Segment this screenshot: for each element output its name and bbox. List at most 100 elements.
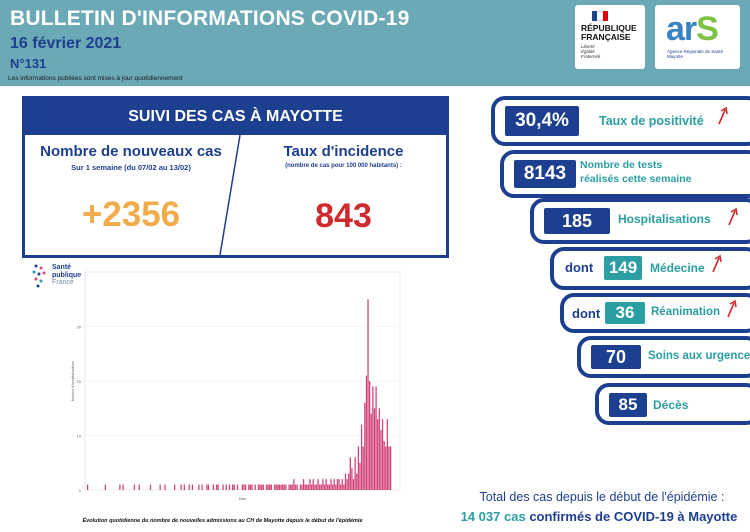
admission-bar bbox=[323, 484, 326, 490]
admission-bar bbox=[381, 419, 384, 490]
admission-bar bbox=[198, 484, 200, 490]
admission-bar bbox=[320, 484, 322, 490]
admission-bar bbox=[222, 484, 224, 490]
admission-bar bbox=[354, 457, 356, 490]
admission-bar bbox=[296, 484, 298, 490]
admission-bar bbox=[380, 430, 382, 490]
admission-bar bbox=[299, 484, 301, 490]
deces-label: Décès bbox=[653, 398, 689, 412]
admission-bar bbox=[362, 446, 364, 490]
admission-bar bbox=[290, 484, 292, 490]
reanimation-label: Réanimation bbox=[651, 306, 721, 318]
admission-bar bbox=[352, 479, 355, 490]
admission-bar bbox=[315, 484, 318, 490]
admission-bar bbox=[233, 484, 235, 490]
positivity-label: Taux de positivité bbox=[599, 114, 704, 128]
admission-bar bbox=[236, 484, 239, 490]
admission-bar bbox=[270, 484, 272, 490]
french-flag-icon bbox=[592, 11, 608, 21]
admission-bar bbox=[293, 479, 295, 490]
admission-bar bbox=[385, 446, 387, 490]
incidence-title: Taux d'incidence bbox=[283, 143, 404, 160]
hospitalisations-value: 185 bbox=[544, 208, 610, 234]
admission-bar bbox=[294, 484, 297, 490]
admission-bar bbox=[248, 484, 250, 490]
admission-bar bbox=[212, 484, 214, 490]
admission-bar bbox=[357, 446, 360, 490]
admission-bar bbox=[378, 408, 380, 490]
total-cases-line: 14 037 cas confirmés de COVID-19 à Mayot… bbox=[448, 509, 750, 524]
admission-bar bbox=[386, 419, 389, 490]
republique-francaise-logo: RÉPUBLIQUE FRANÇAISE Liberté Égalité Frater… bbox=[575, 5, 645, 69]
admission-bar bbox=[344, 473, 347, 490]
ars-subtitle: Agence Régionale de Santé Mayotte bbox=[667, 49, 724, 59]
admission-bar bbox=[280, 484, 282, 490]
admission-bar bbox=[302, 479, 305, 490]
admission-bar bbox=[180, 484, 182, 490]
admission-bar bbox=[322, 479, 324, 490]
admission-bar bbox=[174, 484, 176, 490]
admission-bar bbox=[201, 484, 203, 490]
admission-bar bbox=[360, 424, 363, 490]
admission-bar bbox=[339, 484, 342, 490]
header-banner: BULLETIN D'INFORMATIONS COVID-19 16 févr… bbox=[0, 0, 750, 86]
bulletin-number: N°131 bbox=[10, 56, 47, 71]
y-tick-label: 10 bbox=[77, 434, 82, 439]
chart-caption: Évolution quotidienne du nombre de nouve… bbox=[82, 518, 363, 524]
sante-publique-france-logo: Santé publique France bbox=[30, 262, 90, 292]
urgences-label: Soins aux urgences bbox=[648, 350, 750, 362]
admission-bar bbox=[309, 479, 311, 490]
admission-bar bbox=[285, 484, 287, 490]
spf-name: Santé publique France bbox=[52, 264, 82, 286]
admission-bar bbox=[254, 484, 256, 490]
admission-bar bbox=[138, 484, 140, 490]
admission-bar bbox=[336, 479, 339, 490]
admission-bar bbox=[133, 484, 136, 490]
positivity-card: 30,4% Taux de positivité bbox=[491, 96, 750, 146]
admission-bar bbox=[314, 484, 316, 490]
admission-bar bbox=[327, 484, 329, 490]
incidence-value: 843 bbox=[315, 197, 372, 235]
admission-bar bbox=[310, 484, 313, 490]
admission-bar bbox=[367, 299, 369, 490]
urgences-value: 70 bbox=[591, 345, 641, 369]
admission-bar bbox=[389, 446, 392, 490]
ars-logo: arS Agence Régionale de Santé Mayotte bbox=[655, 5, 740, 69]
admission-bar bbox=[217, 484, 219, 490]
admission-bar bbox=[119, 484, 121, 490]
new-cases-period: Sur 1 semaine (du 07/02 au 13/02) bbox=[71, 163, 191, 172]
admission-bar bbox=[351, 468, 353, 490]
admission-bar bbox=[251, 484, 253, 490]
rf-motto: Liberté Égalité Fraternité bbox=[581, 44, 601, 59]
admission-bar bbox=[328, 484, 330, 490]
tests-value: 8143 bbox=[514, 160, 576, 188]
admission-bar bbox=[333, 479, 335, 490]
admission-bar bbox=[257, 484, 260, 490]
admission-bar bbox=[277, 484, 279, 490]
admission-bar bbox=[232, 484, 234, 490]
admission-bar bbox=[331, 484, 334, 490]
admission-bar bbox=[319, 484, 321, 490]
admission-bar bbox=[349, 457, 351, 490]
positivity-value: 30,4% bbox=[505, 106, 579, 136]
total-cases-count: 14 037 cas bbox=[460, 509, 526, 524]
admission-bar bbox=[359, 462, 361, 490]
x-axis-label: Date bbox=[239, 497, 246, 501]
total-cases-text: confirmés de COVID-19 à Mayotte bbox=[529, 509, 738, 524]
up-arrow-icon bbox=[712, 254, 722, 273]
up-arrow-icon bbox=[718, 106, 728, 125]
reanimation-value: 36 bbox=[605, 302, 645, 324]
admission-bar bbox=[312, 479, 314, 490]
admission-bar bbox=[348, 473, 350, 490]
admission-bar bbox=[341, 479, 343, 490]
tests-label: Nombre de tests réalisés cette semaine bbox=[580, 159, 692, 185]
admissions-plot: 0 10 20 30 Nombre d'hospitalisations Date bbox=[71, 271, 401, 501]
admission-bar bbox=[87, 484, 89, 490]
admission-bar bbox=[301, 484, 303, 490]
deces-value: 85 bbox=[609, 393, 647, 417]
y-tick-label: 0 bbox=[79, 488, 82, 493]
admission-bar bbox=[265, 484, 268, 490]
admission-bar bbox=[273, 484, 276, 490]
admission-bar bbox=[375, 386, 377, 490]
y-axis-label: Nombre d'hospitalisations bbox=[71, 361, 75, 401]
